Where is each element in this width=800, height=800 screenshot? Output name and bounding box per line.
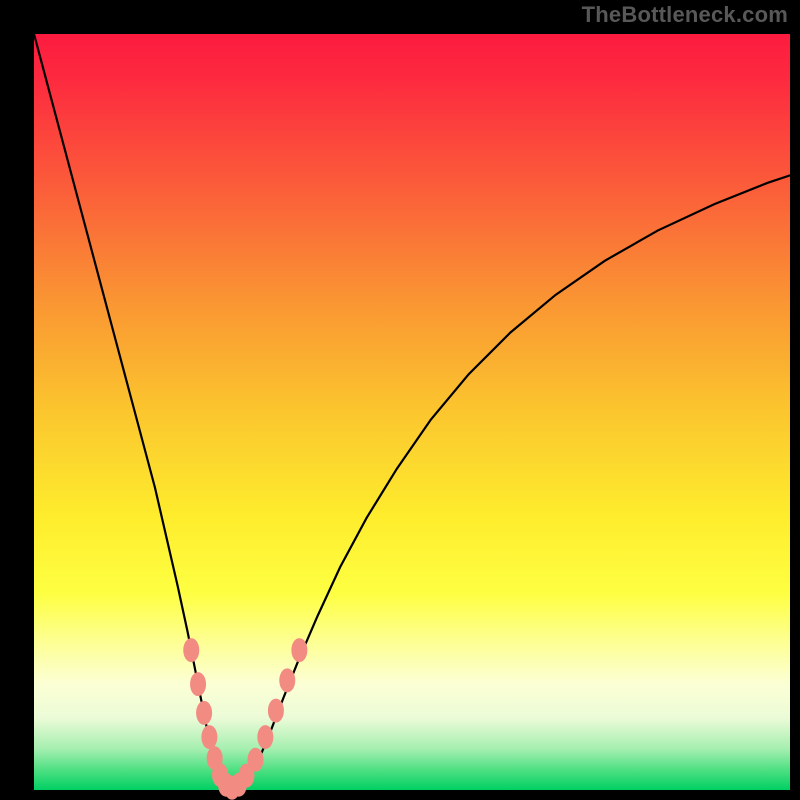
marker-point (291, 638, 307, 662)
marker-point (201, 725, 217, 749)
marker-point (257, 725, 273, 749)
watermark-text: TheBottleneck.com (582, 2, 788, 28)
markers-group (183, 638, 307, 800)
plot-area (34, 34, 790, 790)
curve-right-branch (232, 175, 790, 790)
marker-point (268, 699, 284, 723)
marker-point (248, 748, 264, 772)
marker-point (196, 701, 212, 725)
marker-point (279, 668, 295, 692)
marker-point (183, 638, 199, 662)
chart-container: TheBottleneck.com (0, 0, 800, 800)
marker-point (190, 672, 206, 696)
curve-layer (34, 34, 790, 790)
